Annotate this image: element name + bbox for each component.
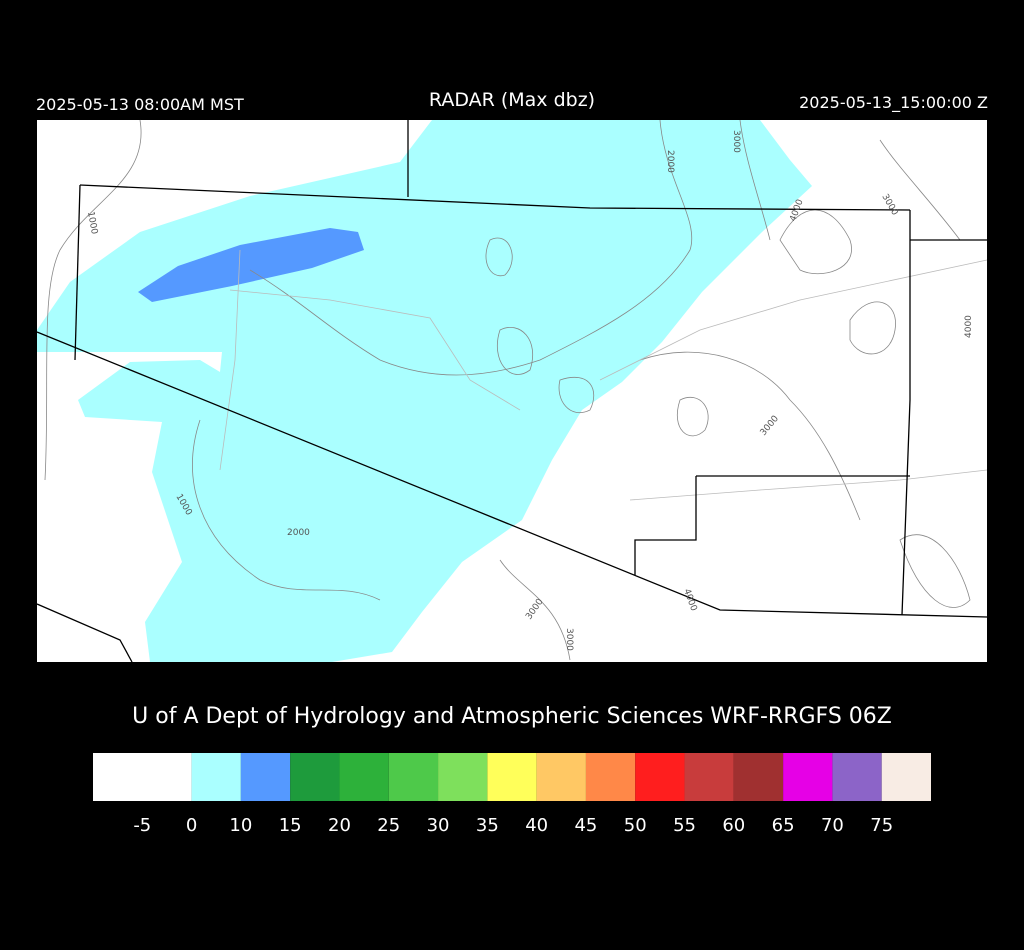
contour-label: 3000 — [731, 130, 741, 153]
contour-label: 2000 — [665, 150, 675, 173]
colorbar: -5 0 10 15 20 25 30 35 40 45 50 55 60 65 70 75 — [93, 753, 931, 836]
colorbar-tick-label: 30 — [427, 815, 450, 836]
colorbar-box — [832, 753, 882, 801]
colorbar-tick-label: 60 — [722, 815, 745, 836]
colorbar-tick-label: 55 — [673, 815, 696, 836]
colorbar-tick-label: 45 — [574, 815, 597, 836]
valid-time-utc: 2025-05-13_15:00:00 Z — [799, 93, 988, 113]
colorbar-tick-label: 0 — [186, 815, 197, 836]
colorbar-box — [438, 753, 488, 801]
colorbar-box — [585, 753, 636, 801]
colorbar-box — [290, 753, 340, 801]
colorbar-box — [93, 753, 192, 801]
colorbar-tick-label: 20 — [328, 815, 351, 836]
roads — [219, 249, 988, 501]
terrain-contours — [44, 119, 971, 661]
colorbar-box — [487, 753, 537, 801]
credit: U of A Dept of Hydrology and Atmospheric… — [132, 704, 892, 729]
colorbar-box — [339, 753, 389, 801]
radar-echo-moderate — [138, 228, 364, 302]
colorbar-tick-label: 25 — [377, 815, 400, 836]
colorbar-box — [388, 753, 439, 801]
contour-label: 4000 — [964, 315, 974, 338]
colorbar-tick-label: -5 — [133, 815, 151, 836]
colorbar-box — [191, 753, 241, 801]
colorbar-tick-label: 65 — [772, 815, 795, 836]
contour-label: 2000 — [287, 528, 310, 538]
colorbar-box — [881, 753, 931, 801]
colorbar-tick-label: 10 — [229, 815, 252, 836]
colorbar-box — [783, 753, 833, 801]
map: 2000 3000 1000 4000 3000 4000 3000 1000 … — [36, 119, 988, 663]
colorbar-box — [733, 753, 784, 801]
colorbar-tick-label: 35 — [476, 815, 499, 836]
colorbar-box — [684, 753, 734, 801]
colorbar-tick-label: 75 — [870, 815, 893, 836]
colorbar-tick-label: 50 — [624, 815, 647, 836]
colorbar-tick-label: 70 — [821, 815, 844, 836]
contour-label: 1000 — [85, 211, 99, 236]
colorbar-tick-label: 15 — [279, 815, 302, 836]
contour-label: 3000 — [564, 628, 574, 651]
colorbar-tick-label: 40 — [525, 815, 548, 836]
colorbar-box — [240, 753, 291, 801]
title: RADAR (Max dbz) — [429, 89, 595, 111]
valid-time-local: 2025-05-13 08:00AM MST — [36, 95, 244, 114]
boundaries — [36, 120, 988, 663]
colorbar-box — [635, 753, 685, 801]
colorbar-box — [536, 753, 586, 801]
